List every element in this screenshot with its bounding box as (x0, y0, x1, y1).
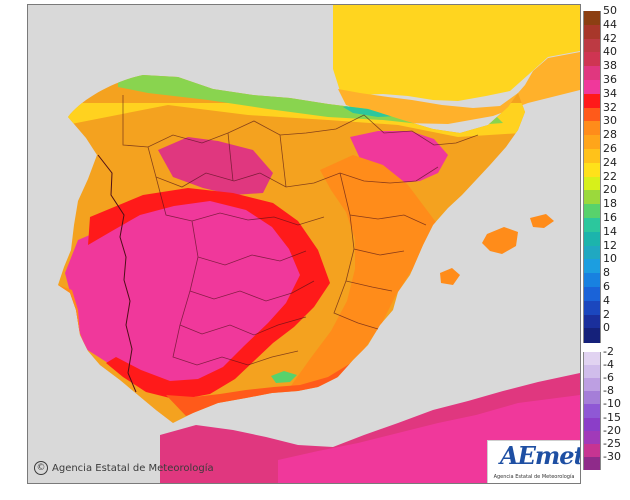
legend-label--4: -4 (603, 358, 614, 372)
legend-swatch-18 (583, 204, 601, 219)
legend-swatch-8 (583, 273, 601, 288)
legend-label-22: 22 (603, 169, 617, 183)
legend-label--8: -8 (603, 384, 614, 398)
legend-label-28: 28 (603, 128, 617, 142)
legend-label-24: 24 (603, 155, 617, 169)
legend-label--6: -6 (603, 371, 614, 385)
legend-label--2: -2 (603, 345, 614, 358)
red-transition-band (88, 188, 330, 400)
legend-swatch-2 (583, 314, 601, 329)
legend-swatch--20 (583, 430, 601, 445)
legend-swatch--8 (583, 391, 601, 405)
legend-swatch-20 (583, 190, 601, 205)
legend-label--15: -15 (603, 410, 621, 424)
aemet-logo-text: AEmet (500, 441, 580, 470)
southeast-green-spot (271, 371, 297, 383)
legend-swatch-26 (583, 149, 601, 164)
legend-swatch-6 (583, 287, 601, 302)
legend-label--10: -10 (603, 397, 621, 411)
aemet-logo: AEmet Agencia Estatal de Meteorología (487, 440, 580, 483)
legend-label-32: 32 (603, 100, 617, 114)
ibiza-island (440, 268, 460, 285)
legend-swatch-22 (583, 176, 601, 191)
legend-label--20: -20 (603, 423, 621, 437)
legend-swatch-0 (583, 328, 601, 343)
legend-swatch-30 (583, 121, 601, 136)
legend-label--25: -25 (603, 436, 621, 450)
aemet-logo-subtext: Agencia Estatal de Meteorología (493, 474, 575, 480)
legend-swatch-36 (583, 80, 601, 95)
legend-label-50: 50 (603, 4, 617, 17)
copyright-credit-text: Agencia Estatal de Meteorología (52, 462, 214, 474)
legend-label-2: 2 (603, 307, 610, 321)
legend-label-30: 30 (603, 114, 617, 128)
legend-swatch-28 (583, 135, 601, 150)
portugal-border-line (97, 154, 137, 393)
mallorca-island (482, 227, 518, 254)
temperature-map: © Agencia Estatal de Meteorología AEmet … (27, 4, 581, 484)
copyright-icon: © (34, 461, 48, 475)
legend-swatch--30 (583, 456, 601, 471)
legend-label-8: 8 (603, 266, 610, 280)
legend-label-34: 34 (603, 86, 617, 100)
legend-label-10: 10 (603, 252, 617, 266)
legend-swatch--2 (583, 352, 601, 366)
legend-swatch-38 (583, 66, 601, 81)
legend-swatch-14 (583, 231, 601, 247)
legend-swatch--4 (583, 365, 601, 379)
legend-swatch-44 (583, 24, 601, 40)
legend-swatch-34 (583, 93, 601, 109)
legend-label-20: 20 (603, 183, 617, 197)
south-coast-red-fringe (166, 363, 351, 416)
france-landmass (333, 5, 580, 101)
temperature-legend: 50 44 42 40 38 36 34 32 30 28 26 24 22 20 18 16 14 12 10 8 6… (583, 5, 629, 491)
menorca-island (530, 214, 554, 228)
legend-swatch-40 (583, 52, 601, 67)
legend-swatch-24 (583, 162, 601, 178)
legend-label--30: -30 (603, 449, 621, 463)
legend-label-6: 6 (603, 280, 610, 293)
legend-label-12: 12 (603, 238, 617, 252)
central-magenta-heat-area (65, 199, 305, 390)
legend-label-44: 44 (603, 17, 617, 31)
north-central-magenta-heat-area (158, 137, 273, 195)
legend-label-16: 16 (603, 211, 617, 224)
legend-label-36: 36 (603, 73, 617, 86)
copyright-credit: © Agencia Estatal de Meteorología (34, 461, 214, 475)
legend-swatch-50 (583, 11, 601, 26)
legend-swatch-12 (583, 245, 601, 260)
legend-swatch-10 (583, 259, 601, 274)
provincial-border-network (122, 95, 479, 366)
legend-label-4: 4 (603, 293, 610, 307)
legend-swatch-32 (583, 107, 601, 122)
legend-swatch-16 (583, 218, 601, 233)
legend-swatch-42 (583, 38, 601, 53)
legend-label-38: 38 (603, 59, 617, 73)
legend-label-18: 18 (603, 197, 617, 211)
legend-label-0: 0 (603, 321, 610, 335)
legend-label-42: 42 (603, 31, 617, 45)
east-coastal-orange-band (288, 155, 438, 390)
legend-label-14: 14 (603, 224, 617, 238)
legend-swatch-4 (583, 300, 601, 316)
legend-swatch--6 (583, 378, 601, 392)
map-canvas (28, 5, 580, 483)
legend-label-26: 26 (603, 142, 617, 155)
legend-swatch--10 (583, 404, 601, 418)
legend-swatch--15 (583, 417, 601, 432)
legend-swatch--25 (583, 443, 601, 458)
legend-label-40: 40 (603, 45, 617, 59)
